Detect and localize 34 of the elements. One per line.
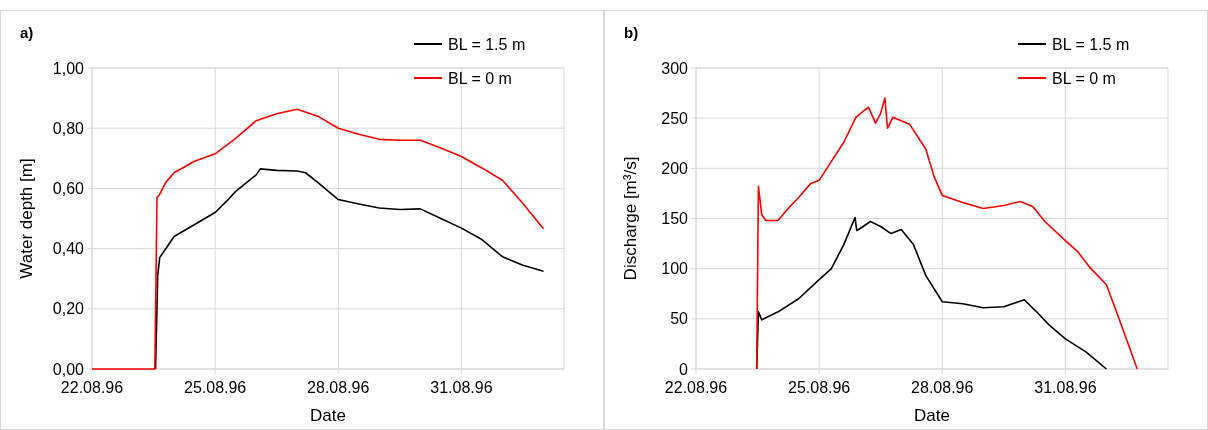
line-series xyxy=(91,108,545,370)
y-tick-label: 100 xyxy=(661,260,689,278)
y-axis-title: Discharge [m³/s] xyxy=(621,156,640,281)
chart-title: a) xyxy=(20,24,34,41)
y-tick-label: 0 xyxy=(679,360,689,378)
y-tick-label: 50 xyxy=(670,310,689,328)
y-tick-label: 250 xyxy=(661,109,689,127)
y-tick-label: 0,20 xyxy=(52,300,85,318)
y-tick-label: 150 xyxy=(661,210,689,228)
x-tick-label: 31.08.96 xyxy=(430,379,493,396)
line-series xyxy=(755,216,1108,370)
x-tick-label: 28.08.96 xyxy=(307,379,370,396)
x-axis-title: Date xyxy=(310,406,346,425)
x-tick-label: 22.08.96 xyxy=(60,379,124,396)
x-tick-label: 28.08.96 xyxy=(911,379,974,396)
legend-label: BL = 0 m xyxy=(1052,69,1116,87)
legend-label: BL = 1.5 m xyxy=(448,35,526,53)
legend-label: BL = 0 m xyxy=(448,69,512,87)
x-axis-title: Date xyxy=(914,406,950,425)
y-tick-label: 300 xyxy=(661,59,689,77)
x-tick-label: 25.08.96 xyxy=(183,379,247,396)
y-tick-label: 0,00 xyxy=(52,360,85,378)
x-tick-label: 25.08.96 xyxy=(787,379,851,396)
y-tick-label: 200 xyxy=(661,159,689,177)
legend-label: BL = 1.5 m xyxy=(1052,35,1130,53)
y-axis-title: Water depth [m] xyxy=(17,158,36,279)
line-series xyxy=(755,97,1139,370)
y-tick-label: 0,40 xyxy=(52,240,85,258)
y-tick-label: 1,00 xyxy=(52,59,85,77)
chart-title: b) xyxy=(624,24,639,41)
y-tick-label: 0,60 xyxy=(52,180,85,197)
x-tick-label: 31.08.96 xyxy=(1034,379,1097,396)
x-tick-label: 22.08.96 xyxy=(664,379,728,396)
y-tick-label: 0,80 xyxy=(52,119,85,137)
